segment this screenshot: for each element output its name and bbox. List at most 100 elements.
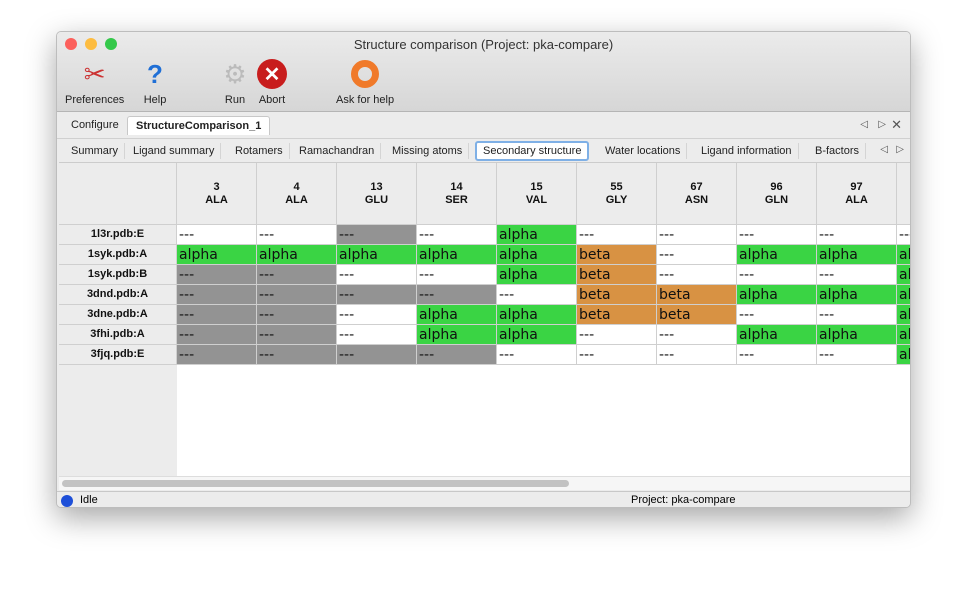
subtab-ligand-summary[interactable]: Ligand summary — [127, 143, 222, 159]
table-cell[interactable]: --- — [657, 345, 737, 365]
table-cell[interactable]: --- — [657, 245, 737, 265]
table-cell[interactable]: alpha — [897, 345, 910, 365]
table-cell[interactable]: --- — [177, 325, 257, 345]
table-cell[interactable]: alpha — [417, 305, 497, 325]
table-cell[interactable]: --- — [177, 305, 257, 325]
table-cell[interactable]: --- — [817, 265, 897, 285]
preferences-button[interactable]: ✂ Preferences — [65, 58, 124, 107]
table-cell[interactable]: --- — [417, 265, 497, 285]
abort-button[interactable]: ✕ Abort — [256, 58, 288, 106]
table-cell[interactable]: --- — [417, 285, 497, 305]
table-cell[interactable]: --- — [577, 225, 657, 245]
horizontal-scrollbar[interactable] — [59, 476, 910, 490]
table-cell[interactable]: alpha — [417, 325, 497, 345]
table-cell[interactable]: --- — [817, 305, 897, 325]
table-cell[interactable]: alpha — [737, 245, 817, 265]
table-cell[interactable]: --- — [337, 285, 417, 305]
table-cell[interactable]: --- — [257, 285, 337, 305]
tab-next-icon[interactable]: ▷ — [878, 119, 886, 130]
table-cell[interactable]: beta — [657, 305, 737, 325]
row-header: 3dnd.pdb:A — [59, 285, 177, 305]
table-cell[interactable]: --- — [257, 305, 337, 325]
table-cell[interactable]: alpha — [817, 245, 897, 265]
table-cell[interactable]: --- — [737, 345, 817, 365]
subtab-next-icon[interactable]: ▷ — [896, 144, 904, 155]
table-cell[interactable]: --- — [177, 265, 257, 285]
scrollbar-thumb[interactable] — [62, 480, 569, 487]
table-cell[interactable]: alpha — [897, 305, 910, 325]
table-cell[interactable]: --- — [257, 225, 337, 245]
table-cell[interactable]: alpha — [417, 245, 497, 265]
ask-for-help-button[interactable]: Ask for help — [336, 58, 394, 106]
table-cell[interactable]: beta — [577, 265, 657, 285]
subtab-water-locations[interactable]: Water locations — [599, 143, 688, 159]
tab-prev-icon[interactable]: ◁ — [860, 119, 868, 130]
subtab-b-factors[interactable]: B-factors — [809, 143, 867, 159]
table-cell[interactable]: --- — [817, 345, 897, 365]
table-cell[interactable]: --- — [177, 285, 257, 305]
table-cell[interactable]: alpha — [497, 305, 577, 325]
close-tab-icon[interactable]: ✕ — [891, 117, 902, 132]
table-cell[interactable]: --- — [897, 225, 910, 245]
subtab-prev-icon[interactable]: ◁ — [880, 144, 888, 155]
table-cell[interactable]: beta — [577, 285, 657, 305]
residue-name: VAL — [525, 193, 548, 206]
run-button[interactable]: ⚙ Run — [219, 58, 251, 107]
table-cell[interactable]: beta — [577, 305, 657, 325]
subtab-ligand-information[interactable]: Ligand information — [695, 143, 799, 159]
table-cell[interactable]: alpha — [497, 265, 577, 285]
subtab-secondary-structure[interactable]: Secondary structure — [475, 141, 590, 161]
tab-structure-comparison[interactable]: StructureComparison_1 — [127, 116, 271, 135]
table-cell[interactable]: --- — [817, 225, 897, 245]
table-cell[interactable]: alpha — [817, 325, 897, 345]
table-cell[interactable]: --- — [257, 265, 337, 285]
table-cell[interactable]: --- — [737, 265, 817, 285]
table-cell[interactable]: alpha — [897, 325, 910, 345]
table-cell[interactable]: alpha — [737, 325, 817, 345]
table-cell[interactable]: --- — [657, 225, 737, 245]
table-cell[interactable]: alpha — [897, 285, 910, 305]
column-header: 14 SER — [417, 163, 497, 225]
table-cell[interactable]: alpha — [497, 225, 577, 245]
table-cell[interactable]: alpha — [897, 245, 910, 265]
table-cell[interactable]: --- — [337, 305, 417, 325]
table-cell[interactable]: --- — [577, 345, 657, 365]
table-cell[interactable]: alpha — [497, 245, 577, 265]
table-cell[interactable]: --- — [657, 325, 737, 345]
table-cell[interactable]: beta — [577, 245, 657, 265]
table-cell[interactable]: --- — [417, 345, 497, 365]
project-label: Project: pka-compare — [631, 494, 736, 506]
table-cell[interactable]: --- — [497, 285, 577, 305]
table-cell[interactable]: --- — [737, 305, 817, 325]
close-window-button[interactable] — [65, 38, 77, 50]
table-cell[interactable]: --- — [337, 265, 417, 285]
table-cell[interactable]: beta — [657, 285, 737, 305]
table-cell[interactable]: alpha — [257, 245, 337, 265]
table-cell[interactable]: alpha — [897, 265, 910, 285]
table-cell[interactable]: --- — [177, 345, 257, 365]
zoom-window-button[interactable] — [105, 38, 117, 50]
table-cell[interactable]: --- — [257, 345, 337, 365]
table-cell[interactable]: --- — [657, 265, 737, 285]
table-cell[interactable]: --- — [337, 325, 417, 345]
table-cell[interactable]: alpha — [337, 245, 417, 265]
help-button[interactable]: ? Help — [139, 58, 171, 107]
table-cell[interactable]: --- — [417, 225, 497, 245]
table-cell[interactable]: --- — [177, 225, 257, 245]
table-cell[interactable]: alpha — [737, 285, 817, 305]
table-cell[interactable]: alpha — [497, 325, 577, 345]
tab-configure[interactable]: Configure — [71, 119, 119, 131]
subtab-summary[interactable]: Summary — [65, 143, 126, 159]
table-cell[interactable]: --- — [577, 325, 657, 345]
subtab-missing-atoms[interactable]: Missing atoms — [386, 143, 470, 159]
subtab-ramachandran[interactable]: Ramachandran — [293, 143, 382, 159]
table-cell[interactable]: alpha — [177, 245, 257, 265]
subtab-rotamers[interactable]: Rotamers — [229, 143, 290, 159]
minimize-window-button[interactable] — [85, 38, 97, 50]
table-cell[interactable]: --- — [737, 225, 817, 245]
table-cell[interactable]: --- — [257, 325, 337, 345]
table-cell[interactable]: alpha — [817, 285, 897, 305]
table-cell[interactable]: --- — [337, 225, 417, 245]
table-cell[interactable]: --- — [497, 345, 577, 365]
table-cell[interactable]: --- — [337, 345, 417, 365]
